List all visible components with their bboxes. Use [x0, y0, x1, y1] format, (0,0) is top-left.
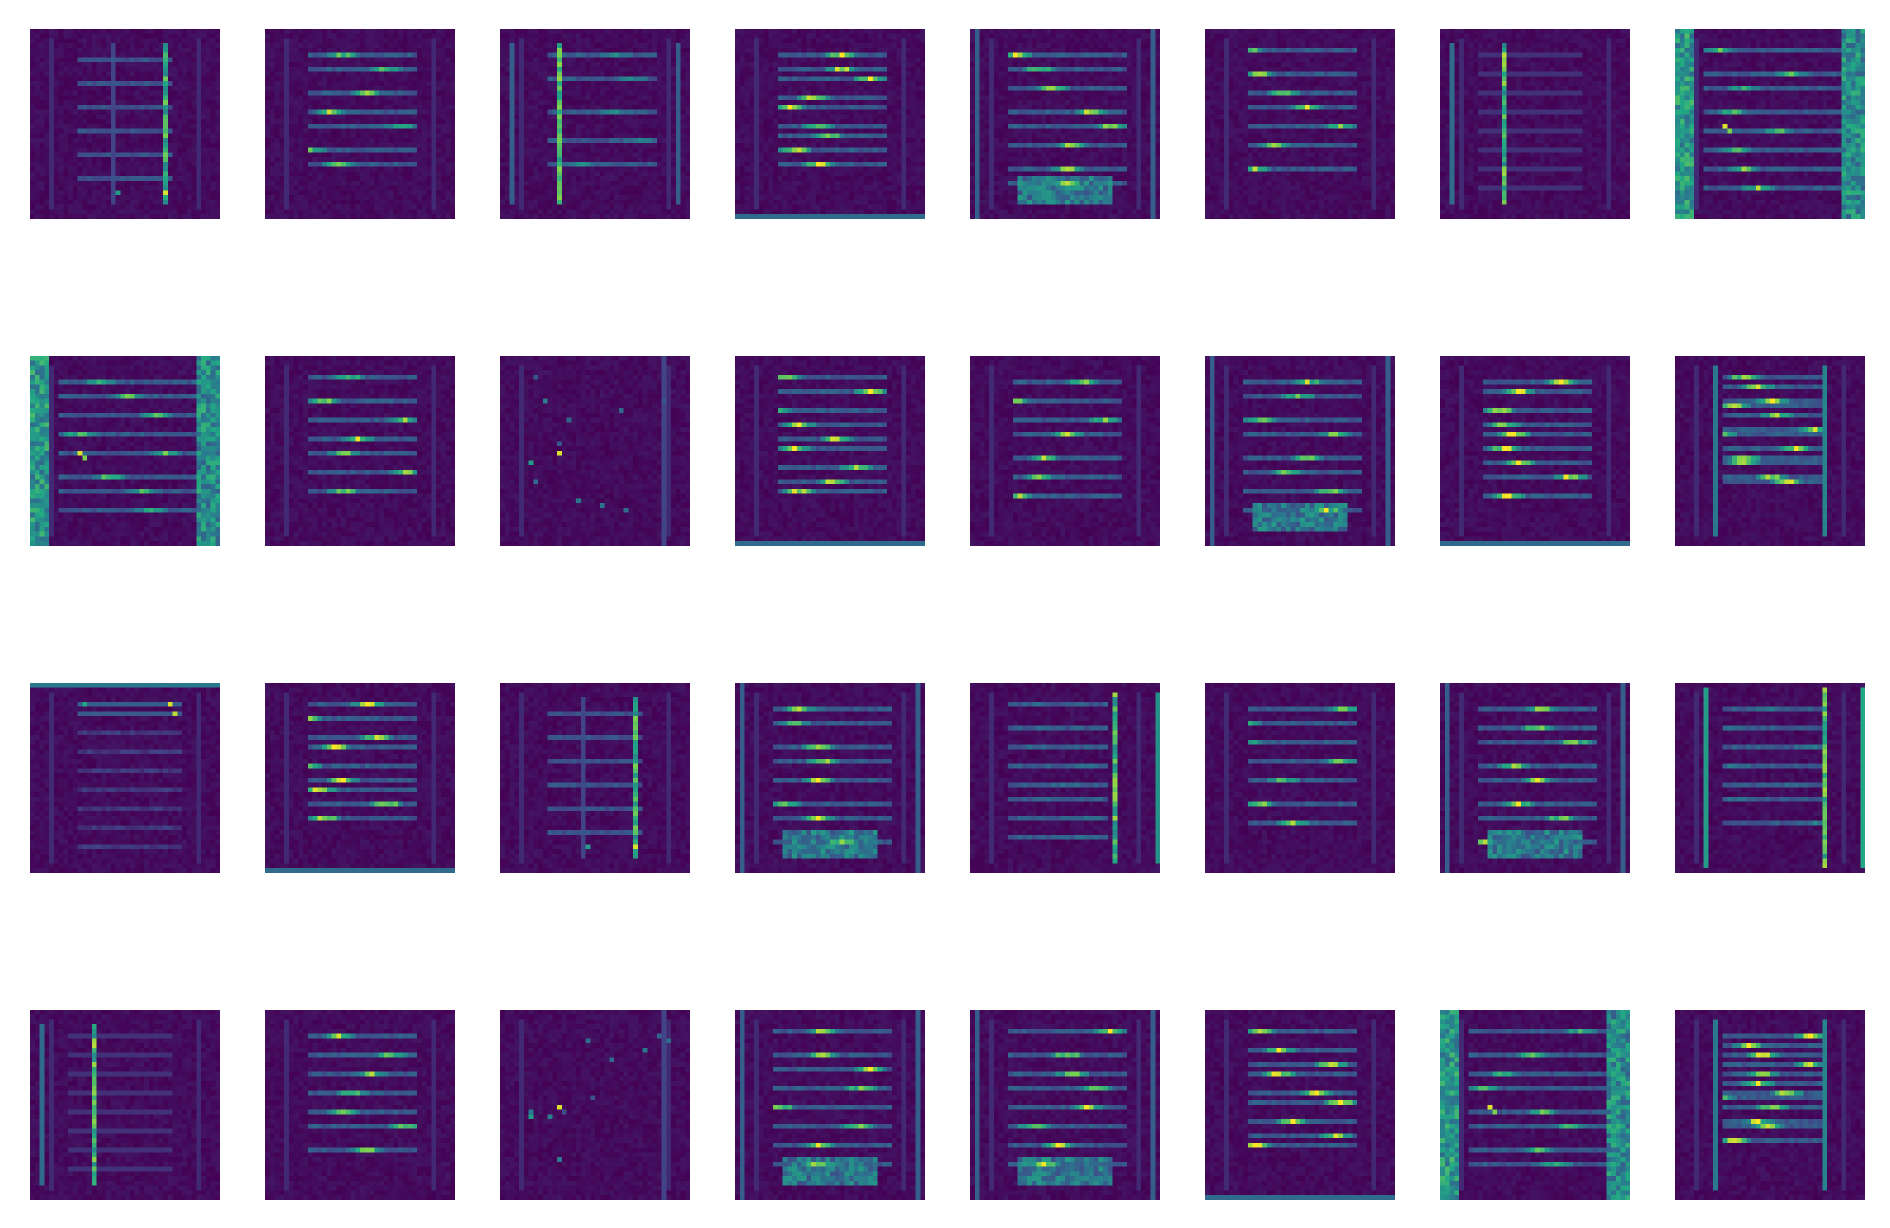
feature-map-tile — [1205, 683, 1395, 873]
feature-map-tile — [1205, 1010, 1395, 1200]
feature-map-tile — [1440, 356, 1630, 546]
feature-map-tile — [1440, 683, 1630, 873]
feature-map-tile — [1675, 683, 1865, 873]
feature-map-tile — [500, 356, 690, 546]
feature-map-tile — [735, 683, 925, 873]
feature-map-tile — [970, 356, 1160, 546]
feature-map-tile — [30, 29, 220, 219]
feature-map-tile — [970, 1010, 1160, 1200]
feature-map-tile — [30, 683, 220, 873]
feature-map-tile — [30, 1010, 220, 1200]
feature-map-tile — [970, 683, 1160, 873]
feature-map-tile — [265, 1010, 455, 1200]
feature-map-tile — [265, 683, 455, 873]
feature-map-tile — [500, 683, 690, 873]
feature-map-tile — [500, 1010, 690, 1200]
feature-map-tile — [1440, 1010, 1630, 1200]
feature-map-tile — [735, 1010, 925, 1200]
feature-map-tile — [1675, 356, 1865, 546]
feature-map-tile — [1675, 29, 1865, 219]
feature-map-tile — [265, 29, 455, 219]
feature-map-tile — [265, 356, 455, 546]
feature-map-tile — [30, 356, 220, 546]
feature-map-tile — [500, 29, 690, 219]
feature-map-tile — [1205, 29, 1395, 219]
feature-map-tile — [970, 29, 1160, 219]
feature-map-tile — [735, 29, 925, 219]
feature-map-tile — [735, 356, 925, 546]
feature-map-tile — [1205, 356, 1395, 546]
feature-map-tile — [1440, 29, 1630, 219]
feature-map-tile — [1675, 1010, 1865, 1200]
